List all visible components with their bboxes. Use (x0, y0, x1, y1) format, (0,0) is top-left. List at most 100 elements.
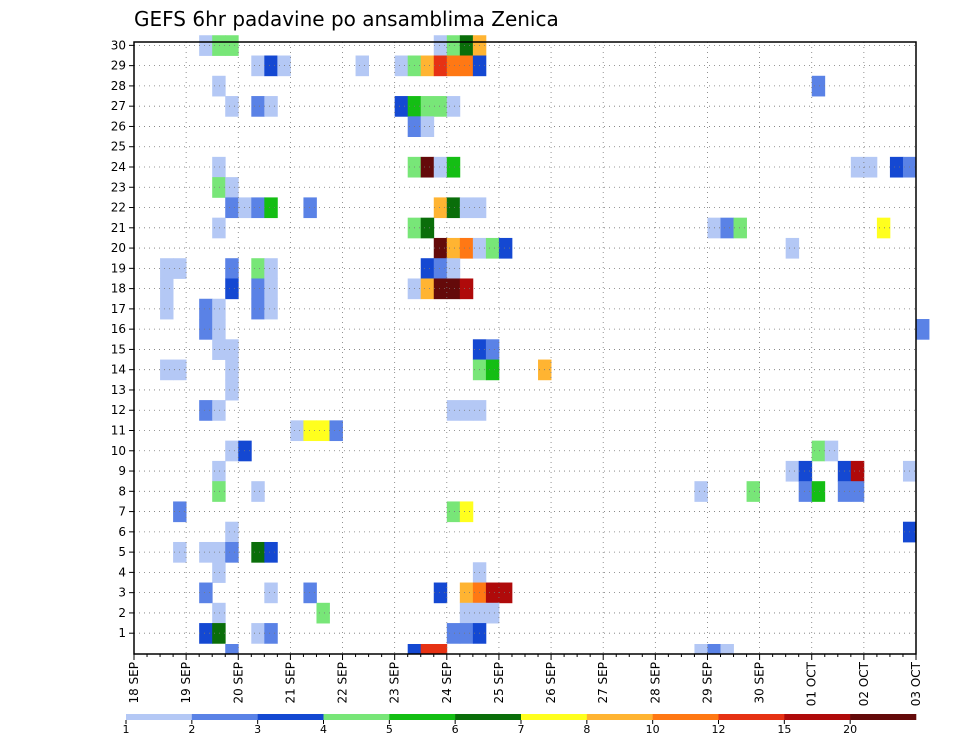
heatmap-cell (433, 35, 448, 56)
heatmap-cell (160, 278, 174, 300)
colorbar-label: 4 (320, 723, 327, 736)
heatmap-cell (225, 541, 239, 563)
y-tick-label: 30 (111, 38, 126, 52)
heatmap-cell (446, 400, 461, 421)
x-tick-label: 02 OCT (857, 661, 871, 706)
y-tick-label: 25 (111, 140, 126, 154)
heatmap-cell (303, 420, 317, 442)
heatmap-cell (433, 156, 448, 178)
heatmap-cell (446, 258, 461, 279)
heatmap-cell (251, 258, 265, 279)
y-tick-label: 10 (111, 444, 126, 458)
y-tick-label: 19 (111, 261, 126, 275)
heatmap-cell (316, 420, 330, 442)
strip-cell (720, 644, 734, 654)
heatmap-cell (420, 55, 435, 77)
colorbar-label: 10 (646, 723, 660, 736)
heatmap-cell (876, 217, 891, 239)
heatmap-cell (212, 481, 226, 502)
heatmap-cell (446, 501, 461, 523)
heatmap-cell (264, 55, 278, 77)
heatmap-cells (160, 35, 930, 644)
heatmap-cell (433, 96, 448, 117)
heatmap-cell (225, 278, 239, 300)
colorbar-segment (850, 714, 917, 720)
heatmap-cell (824, 440, 839, 462)
colorbar-segment (652, 714, 719, 720)
colorbar-segment (191, 714, 258, 720)
heatmap-cell (798, 460, 813, 482)
heatmap-cell (212, 298, 226, 320)
heatmap-cell (355, 55, 369, 77)
heatmap-cell (394, 55, 409, 77)
heatmap-cell (225, 521, 239, 543)
heatmap-cell (850, 156, 865, 178)
y-tick-label: 12 (111, 403, 126, 417)
heatmap-cell (212, 156, 226, 178)
heatmap-cell (251, 623, 265, 644)
x-tick-label: 03 OCT (909, 661, 923, 706)
heatmap-cell (420, 278, 435, 300)
heatmap-cell (264, 96, 278, 117)
heatmap-cell (225, 359, 239, 381)
heatmap-cell (459, 237, 474, 259)
heatmap-cell (251, 541, 265, 563)
heatmap-cell (850, 460, 865, 482)
colorbar-label: 20 (843, 723, 857, 736)
heatmap-cell (420, 116, 435, 137)
heatmap-cell (811, 440, 826, 462)
y-tick-label: 7 (118, 505, 126, 519)
y-tick-label: 16 (111, 322, 126, 336)
heatmap-cell (303, 582, 317, 604)
heatmap-cell (433, 582, 448, 604)
x-tick-label: 29 SEP (701, 662, 715, 704)
heatmap-cell (459, 602, 474, 624)
heatmap-cell (446, 96, 461, 117)
x-tick-label: 22 SEP (336, 662, 350, 704)
colorbar-legend: 1 2 3 4 5 6 7 8 10 12 15 20 (123, 714, 917, 736)
colorbar-segment (126, 714, 193, 720)
heatmap-cell (420, 217, 435, 239)
colorbar-segment (389, 714, 456, 720)
heatmap-cell (264, 278, 278, 300)
strip-cell (694, 644, 708, 654)
colorbar-label: 3 (254, 723, 261, 736)
colorbar-segment (521, 714, 588, 720)
y-tick-label: 13 (111, 383, 126, 397)
heatmap-cell (459, 197, 474, 219)
colorbar-label: 15 (777, 723, 791, 736)
heatmap-cell (264, 623, 278, 644)
x-tick-label: 24 SEP (440, 662, 454, 704)
y-tick-label: 24 (111, 160, 126, 174)
y-tick-label: 1 (118, 626, 126, 640)
heatmap-cell (225, 197, 239, 219)
heatmap-cell (433, 258, 448, 279)
heatmap-cell (459, 501, 474, 523)
heatmap-cell (811, 481, 826, 502)
heatmap-cell (212, 35, 226, 56)
heatmap-cell (212, 460, 226, 482)
heatmap-cell (394, 96, 409, 117)
y-tick-label: 14 (111, 363, 126, 377)
y-tick-label: 11 (111, 424, 126, 438)
heatmap-cell (850, 481, 865, 502)
y-tick-label: 23 (111, 180, 126, 194)
y-tick-label: 5 (118, 545, 126, 559)
y-tick-label: 4 (118, 565, 126, 579)
heatmap-cell (498, 237, 513, 259)
heatmap-cell (916, 319, 930, 340)
heatmap-cell (446, 197, 461, 219)
y-tick-label: 21 (111, 221, 126, 235)
heatmap-cell (785, 460, 800, 482)
heatmap-cell (225, 379, 239, 401)
heatmap-cell (264, 197, 278, 219)
heatmap-cell (420, 258, 435, 279)
heatmap-cell (225, 96, 239, 117)
x-tick-label: 26 SEP (544, 662, 558, 704)
heatmap-cell (264, 582, 278, 604)
heatmap-cell (485, 582, 500, 604)
heatmap-cell (329, 420, 343, 442)
y-tick-label: 26 (111, 119, 126, 133)
strip-cell (420, 644, 435, 654)
strip-cell (707, 644, 721, 654)
